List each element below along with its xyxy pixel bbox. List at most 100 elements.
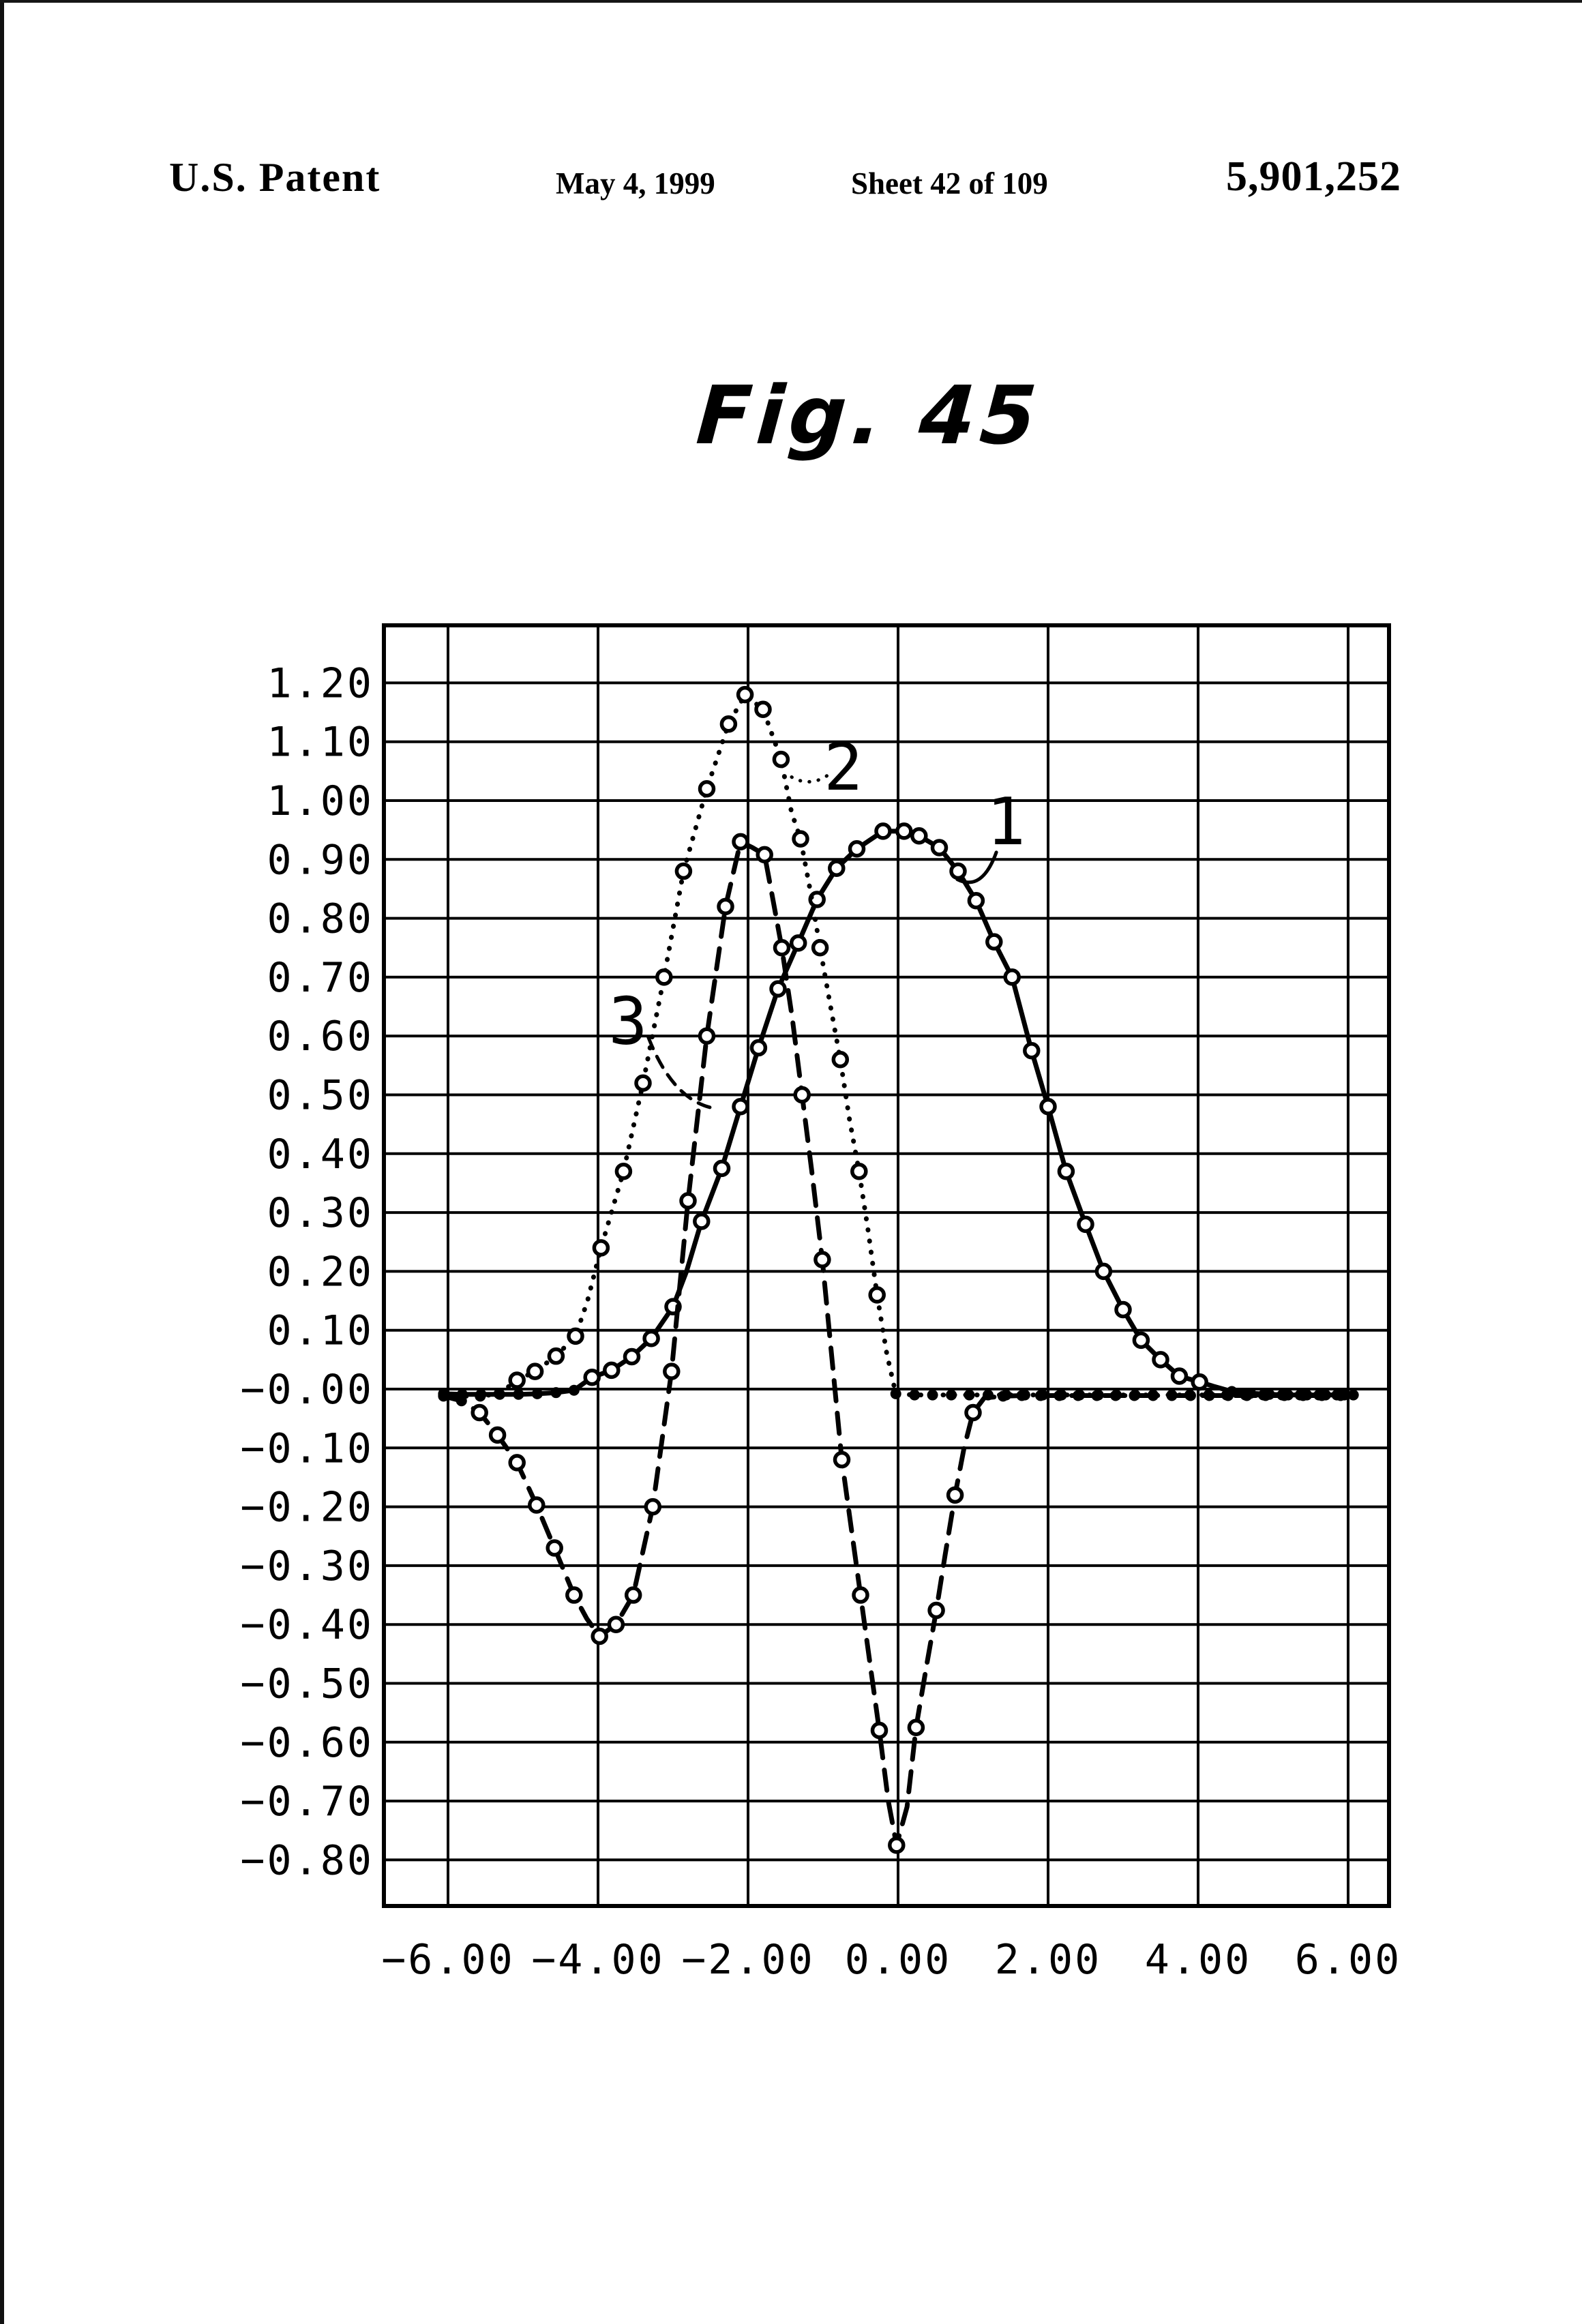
y-tick-label: 0.70	[267, 954, 374, 1002]
patent-publisher: U.S. Patent	[169, 155, 381, 200]
curve-3-marker	[698, 1027, 716, 1045]
curve-1-marker	[1003, 968, 1021, 986]
curve-1-marker	[531, 1388, 543, 1399]
curve-3-marker	[471, 1403, 488, 1422]
curve-1-marker	[1191, 1373, 1208, 1391]
curve-label-1: 1	[987, 785, 1026, 860]
curve-2-marker	[592, 1239, 610, 1257]
curve-3-marker	[624, 1586, 642, 1604]
curve-label-3: 3	[608, 985, 647, 1060]
curve-3-marker	[1054, 1390, 1065, 1401]
curve-3-marker	[717, 897, 734, 916]
curve-2-marker	[674, 862, 693, 880]
curve-2-marker	[811, 939, 829, 957]
curve-3-marker	[1073, 1390, 1084, 1401]
curve-3-marker	[1166, 1390, 1178, 1401]
curve-2-marker	[634, 1074, 652, 1092]
curve-1-marker	[910, 827, 928, 845]
y-tick-label: 0.10	[267, 1307, 374, 1355]
curve-3-marker	[528, 1496, 546, 1514]
curve-1-marker	[603, 1361, 621, 1380]
curve-1-marker	[550, 1387, 562, 1399]
y-tick-label: −0.70	[240, 1778, 374, 1826]
curve-1-marker	[1094, 1262, 1113, 1281]
y-tick-label: 0.50	[267, 1072, 374, 1120]
y-tick-label: −0.60	[240, 1719, 374, 1767]
y-tick-label: −0.30	[240, 1543, 374, 1590]
scan-edge-left	[0, 0, 4, 2324]
curve-3-marker	[946, 1486, 964, 1504]
curve-2-marker	[736, 685, 754, 704]
curve-2-marker	[754, 700, 772, 718]
curve-label-leader-1	[955, 850, 998, 884]
curve-3-marker	[998, 1390, 1009, 1402]
curve-3-marker	[508, 1454, 526, 1472]
curve-3-marker	[607, 1615, 625, 1633]
curve-3-marker	[814, 1251, 831, 1268]
y-tick-label: 0.90	[267, 836, 374, 884]
curve-1-marker	[1057, 1162, 1075, 1180]
x-tick-label: −2.00	[681, 1936, 815, 1984]
curve-1-marker	[1152, 1351, 1169, 1369]
curve-3-marker	[1091, 1390, 1103, 1401]
y-tick-label: −0.20	[240, 1484, 374, 1532]
curve-2-marker	[547, 1347, 565, 1365]
curve-label-2: 2	[824, 730, 863, 805]
patent-date: May 4, 1999	[556, 166, 715, 200]
curve-2-marker	[719, 715, 738, 733]
curve-1-marker	[985, 933, 1003, 951]
curve-3-marker	[546, 1539, 563, 1557]
curve-3-marker	[663, 1362, 681, 1380]
curve-2-marker	[868, 1286, 886, 1304]
curve-3-marker	[565, 1586, 583, 1604]
curve-3-marker	[756, 846, 773, 864]
y-tick-label: −0.80	[240, 1836, 374, 1884]
curve-3-marker	[1279, 1390, 1290, 1401]
plot-border	[382, 623, 1391, 1908]
x-tick-label: −4.00	[531, 1936, 665, 1984]
curve-3-line	[441, 839, 1356, 1848]
curve-3-marker	[488, 1426, 507, 1444]
curve-3-marker	[456, 1395, 467, 1407]
curve-3-marker	[732, 833, 749, 851]
curve-3-marker	[1241, 1390, 1253, 1401]
curve-3-marker	[1223, 1390, 1234, 1401]
x-tick-label: 4.00	[1145, 1936, 1252, 1984]
curve-1-marker	[769, 980, 787, 998]
curve-2-marker	[614, 1162, 633, 1180]
y-tick-label: 0.20	[267, 1248, 374, 1296]
curve-2-marker	[927, 1389, 938, 1401]
curve-3-marker	[870, 1721, 889, 1740]
patent-number: 5,901,252	[1226, 153, 1401, 200]
curve-3-marker	[964, 1403, 982, 1422]
curve-2-marker	[655, 968, 673, 986]
curve-2-marker	[909, 1389, 921, 1401]
curve-label-leader-3	[646, 1035, 716, 1110]
curve-3-marker	[888, 1836, 906, 1854]
curve-1-marker	[1114, 1300, 1132, 1319]
curve-3-marker	[833, 1450, 851, 1469]
curve-3-marker	[1298, 1390, 1309, 1401]
curve-2-marker	[792, 830, 809, 848]
curve-3-marker	[852, 1586, 869, 1604]
curve-3-marker	[1185, 1390, 1196, 1401]
curve-2-marker	[475, 1390, 486, 1402]
curve-2-marker	[698, 779, 716, 798]
curve-2-marker	[567, 1327, 584, 1345]
curve-3-marker	[1148, 1390, 1159, 1401]
y-tick-label: 0.30	[267, 1189, 374, 1237]
curve-2-marker	[890, 1388, 901, 1399]
curve-3-marker	[1335, 1390, 1346, 1401]
y-tick-label: −0.10	[240, 1425, 374, 1472]
curve-1-marker	[848, 840, 866, 858]
curve-2-marker	[526, 1362, 544, 1380]
y-tick-label: −0.00	[240, 1366, 374, 1414]
y-tick-label: 0.40	[267, 1131, 374, 1178]
curve-2-line	[441, 692, 1356, 1399]
curve-2-marker	[508, 1371, 526, 1389]
curve-3-marker	[644, 1498, 662, 1516]
curve-1-marker	[895, 822, 913, 840]
curve-3-marker	[793, 1086, 811, 1104]
curve-2-marker	[946, 1389, 957, 1401]
curve-1-marker	[642, 1330, 660, 1347]
